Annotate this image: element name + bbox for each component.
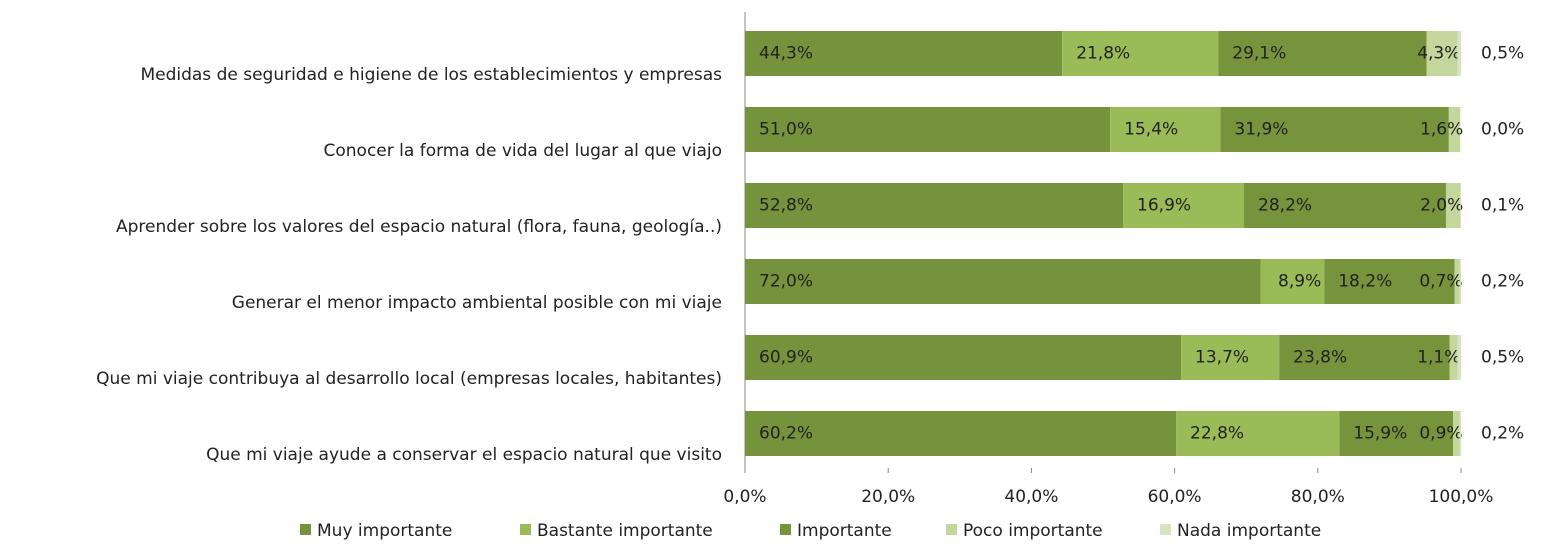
bar-segment xyxy=(1445,183,1461,228)
legend-swatch xyxy=(520,524,531,535)
x-tick-label: 60,0% xyxy=(1148,487,1202,507)
data-label: 0,5% xyxy=(1481,348,1524,368)
x-tick-label: 0,0% xyxy=(723,487,766,507)
legend-label: Poco importante xyxy=(963,521,1103,541)
data-label: 29,1% xyxy=(1232,44,1286,64)
bar-segment xyxy=(1244,183,1446,228)
data-label: 1,1% xyxy=(1417,348,1460,368)
legend-label: Nada importante xyxy=(1177,521,1321,541)
data-label: 16,9% xyxy=(1137,196,1191,216)
bar-segment xyxy=(1176,411,1340,456)
data-label: 13,7% xyxy=(1195,348,1249,368)
data-label: 0,9% xyxy=(1419,424,1462,444)
bar-segment xyxy=(745,335,1182,380)
bar-segment xyxy=(1459,259,1461,304)
x-tick-label: 20,0% xyxy=(861,487,915,507)
bar-segment xyxy=(1181,335,1280,380)
x-tick-label: 80,0% xyxy=(1291,487,1345,507)
data-label: 72,0% xyxy=(759,272,813,292)
category-label: Que mi viaje ayude a conservar el espaci… xyxy=(206,445,722,465)
legend-swatch xyxy=(780,524,791,535)
data-label: 2,0% xyxy=(1420,196,1463,216)
bar-segment xyxy=(1279,335,1450,380)
bar-segment xyxy=(1460,183,1461,228)
bar-segment xyxy=(1110,107,1221,152)
data-label: 28,2% xyxy=(1258,196,1312,216)
data-label: 0,7% xyxy=(1419,272,1462,292)
data-label: 31,9% xyxy=(1234,120,1288,140)
category-label: Medidas de seguridad e higiene de los es… xyxy=(140,65,722,85)
bar-segment xyxy=(1324,259,1455,304)
data-label: 18,2% xyxy=(1338,272,1392,292)
bar-segment xyxy=(1220,107,1449,152)
data-label: 44,3% xyxy=(759,44,813,64)
data-label: 0,2% xyxy=(1481,424,1524,444)
data-label: 60,9% xyxy=(759,348,813,368)
bar-segment xyxy=(1260,259,1325,304)
data-label: 0,2% xyxy=(1481,272,1524,292)
bar-segment xyxy=(1457,335,1461,380)
data-label: 52,8% xyxy=(759,196,813,216)
category-label: Aprender sobre los valores del espacio n… xyxy=(116,217,722,237)
data-label: 0,1% xyxy=(1481,196,1524,216)
bar-segment xyxy=(745,107,1111,152)
category-label: Conocer la forma de vida del lugar al qu… xyxy=(324,141,722,161)
data-label: 51,0% xyxy=(759,120,813,140)
bar-segment xyxy=(745,411,1177,456)
category-label: Que mi viaje contribuya al desarrollo lo… xyxy=(96,369,722,389)
legend-swatch xyxy=(946,524,957,535)
data-label: 0,5% xyxy=(1481,44,1524,64)
bar-segment xyxy=(745,183,1124,228)
data-label: 15,4% xyxy=(1124,120,1178,140)
data-label: 0,0% xyxy=(1481,120,1524,140)
legend-swatch xyxy=(1160,524,1171,535)
data-label: 15,9% xyxy=(1353,424,1407,444)
data-label: 23,8% xyxy=(1293,348,1347,368)
bar-segment xyxy=(1454,259,1460,304)
bar-segment xyxy=(745,31,1063,76)
bar-segment xyxy=(1218,31,1427,76)
legend-label: Bastante importante xyxy=(537,521,713,541)
bar-segment xyxy=(1062,31,1219,76)
data-label: 4,3% xyxy=(1417,44,1460,64)
legend-label: Muy importante xyxy=(317,521,452,541)
bar-segment xyxy=(1426,31,1458,76)
bar-segment xyxy=(1459,411,1461,456)
bar-segment xyxy=(1449,335,1458,380)
bar-segment xyxy=(745,259,1261,304)
data-label: 1,6% xyxy=(1420,120,1463,140)
bar-segment xyxy=(1448,107,1461,152)
data-label: 8,9% xyxy=(1278,272,1321,292)
bar-segment xyxy=(1123,183,1245,228)
x-tick-label: 100,0% xyxy=(1429,487,1494,507)
data-label: 22,8% xyxy=(1190,424,1244,444)
bar-segment xyxy=(1339,411,1454,456)
category-label: Generar el menor impacto ambiental posib… xyxy=(232,293,722,313)
bar-segment xyxy=(1453,411,1460,456)
data-label: 21,8% xyxy=(1076,44,1130,64)
legend-label: Importante xyxy=(797,521,892,541)
data-label: 60,2% xyxy=(759,424,813,444)
legend-swatch xyxy=(300,524,311,535)
x-tick-label: 40,0% xyxy=(1004,487,1058,507)
bar-segment xyxy=(1457,31,1461,76)
